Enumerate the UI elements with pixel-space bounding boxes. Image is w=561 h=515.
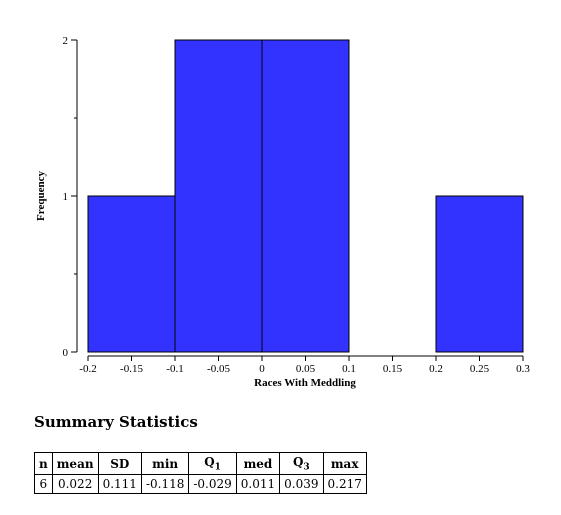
summary-statistics-title: Summary Statistics [34, 413, 198, 431]
y-tick-label: 0 [63, 347, 69, 359]
table-row: 6 0.022 0.111 -0.118 -0.029 0.011 0.039 0.217 [34, 474, 367, 495]
bars-layer [87, 39, 524, 353]
x-tick-label: -0.05 [207, 363, 230, 375]
histogram-bar-0 [87, 195, 176, 353]
table-cell: 0.111 [97, 474, 142, 495]
table-header-cell: SD [97, 451, 142, 476]
table-header-cell: mean [51, 451, 99, 476]
table-header-cell: min [140, 451, 190, 476]
table-header-cell: Q1 [188, 451, 237, 476]
table-header-cell: med [235, 451, 281, 476]
x-tick-label: 0.1 [342, 363, 356, 375]
x-tick-label: 0.15 [383, 363, 403, 375]
table-header-cell: Q3 [279, 451, 324, 476]
table-cell: -0.118 [140, 474, 190, 495]
y-tick-label: 2 [63, 35, 69, 47]
x-tick-label: 0.2 [429, 363, 443, 375]
table-header-cell: n [34, 451, 53, 476]
histogram-bar-4 [435, 195, 524, 353]
x-tick-label: 0.25 [470, 363, 490, 375]
table-cell: 6 [34, 474, 53, 495]
ticks-layer: 0 1 2 -0.2 -0.15 -0.1 -0.05 0 0.05 0.1 0.15 0.2 0.25… [63, 35, 531, 375]
table-cell: 0.039 [279, 474, 324, 495]
x-tick-label: 0.3 [516, 363, 530, 375]
y-tick-label: 1 [63, 191, 69, 203]
summary-statistics-table: n mean SD min Q1 med Q3 max 6 0.022 0.111 -0.118 -0… [34, 451, 367, 495]
x-tick-label: -0.1 [166, 363, 183, 375]
histogram-bar-1 [174, 39, 263, 353]
x-tick-label: 0.05 [296, 363, 316, 375]
table-cell: 0.022 [51, 474, 99, 495]
histogram-bar-2 [261, 39, 350, 353]
histogram-chart: 0 1 2 -0.2 -0.15 -0.1 -0.05 0 0.05 0.1 0.15 0.2 0.25… [35, 35, 531, 389]
x-tick-label: -0.2 [79, 363, 96, 375]
x-axis-title: Races With Meddling [254, 377, 356, 389]
table-cell: -0.029 [188, 474, 237, 495]
y-axis-title: Frequency [35, 171, 47, 221]
table-cell: 0.217 [322, 474, 367, 495]
table-header-cell: max [322, 451, 367, 476]
table-header-row: n mean SD min Q1 med Q3 max [34, 451, 367, 476]
x-tick-label: 0 [259, 363, 265, 375]
table-cell: 0.011 [235, 474, 281, 495]
x-tick-label: -0.15 [120, 363, 143, 375]
